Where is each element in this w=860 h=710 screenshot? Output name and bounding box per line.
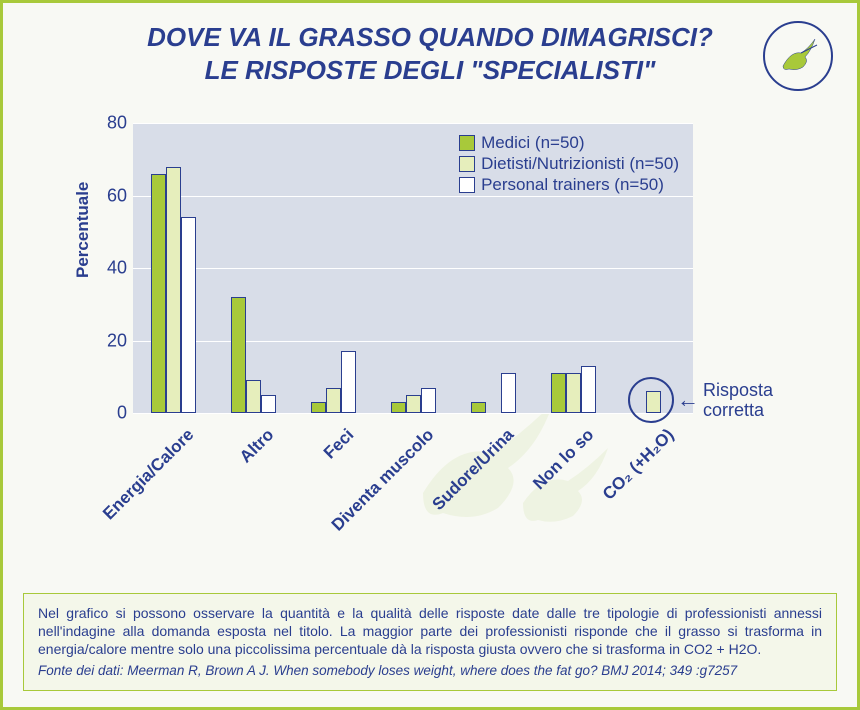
legend-swatch [459,177,475,193]
grid-line [133,341,693,342]
legend-item: Dietisti/Nutrizionisti (n=50) [459,154,679,174]
callout-circle [628,377,674,423]
title-line-2: LE RISPOSTE DEGLI "SPECIALISTI" [3,54,857,87]
legend-label: Medici (n=50) [481,133,584,153]
caption-text: Nel grafico si possono osservare la quan… [38,604,822,659]
plot-area: Medici (n=50)Dietisti/Nutrizionisti (n=5… [133,123,693,413]
bar [246,380,261,413]
legend-item: Medici (n=50) [459,133,679,153]
logo-circle [763,21,833,91]
legend-swatch [459,156,475,172]
y-tick-label: 80 [103,113,127,134]
caption-box: Nel grafico si possono osservare la quan… [23,593,837,691]
bar [311,402,326,413]
legend-label: Personal trainers (n=50) [481,175,664,195]
bar [551,373,566,413]
y-axis-label: Percentuale [73,182,93,278]
bar [151,174,166,413]
bar [326,388,341,413]
source-text: Fonte dei dati: Meerman R, Brown A J. Wh… [38,662,822,680]
bar [231,297,246,413]
chart-title: DOVE VA IL GRASSO QUANDO DIMAGRISCI? LE … [3,3,857,86]
bar [566,373,581,413]
bar [261,395,276,413]
bar [166,167,181,414]
bar [581,366,596,413]
grid-line [133,123,693,124]
bar [391,402,406,413]
chart-area: Percentuale Medici (n=50)Dietisti/Nutriz… [73,113,793,543]
y-tick-label: 20 [103,330,127,351]
y-tick-label: 60 [103,185,127,206]
callout-label: Risposta corretta [703,381,773,421]
bar [181,217,196,413]
bar [501,373,516,413]
legend-item: Personal trainers (n=50) [459,175,679,195]
bar [471,402,486,413]
bar [406,395,421,413]
grid-line [133,413,693,414]
title-line-1: DOVE VA IL GRASSO QUANDO DIMAGRISCI? [3,21,857,54]
bar [421,388,436,413]
grid-line [133,268,693,269]
grid-line [133,196,693,197]
hummingbird-icon [773,31,823,81]
y-tick-label: 40 [103,258,127,279]
callout-arrow: ← [677,387,699,413]
legend-label: Dietisti/Nutrizionisti (n=50) [481,154,679,174]
y-tick-label: 0 [103,403,127,424]
legend: Medici (n=50)Dietisti/Nutrizionisti (n=5… [459,133,679,196]
legend-swatch [459,135,475,151]
bar [341,351,356,413]
